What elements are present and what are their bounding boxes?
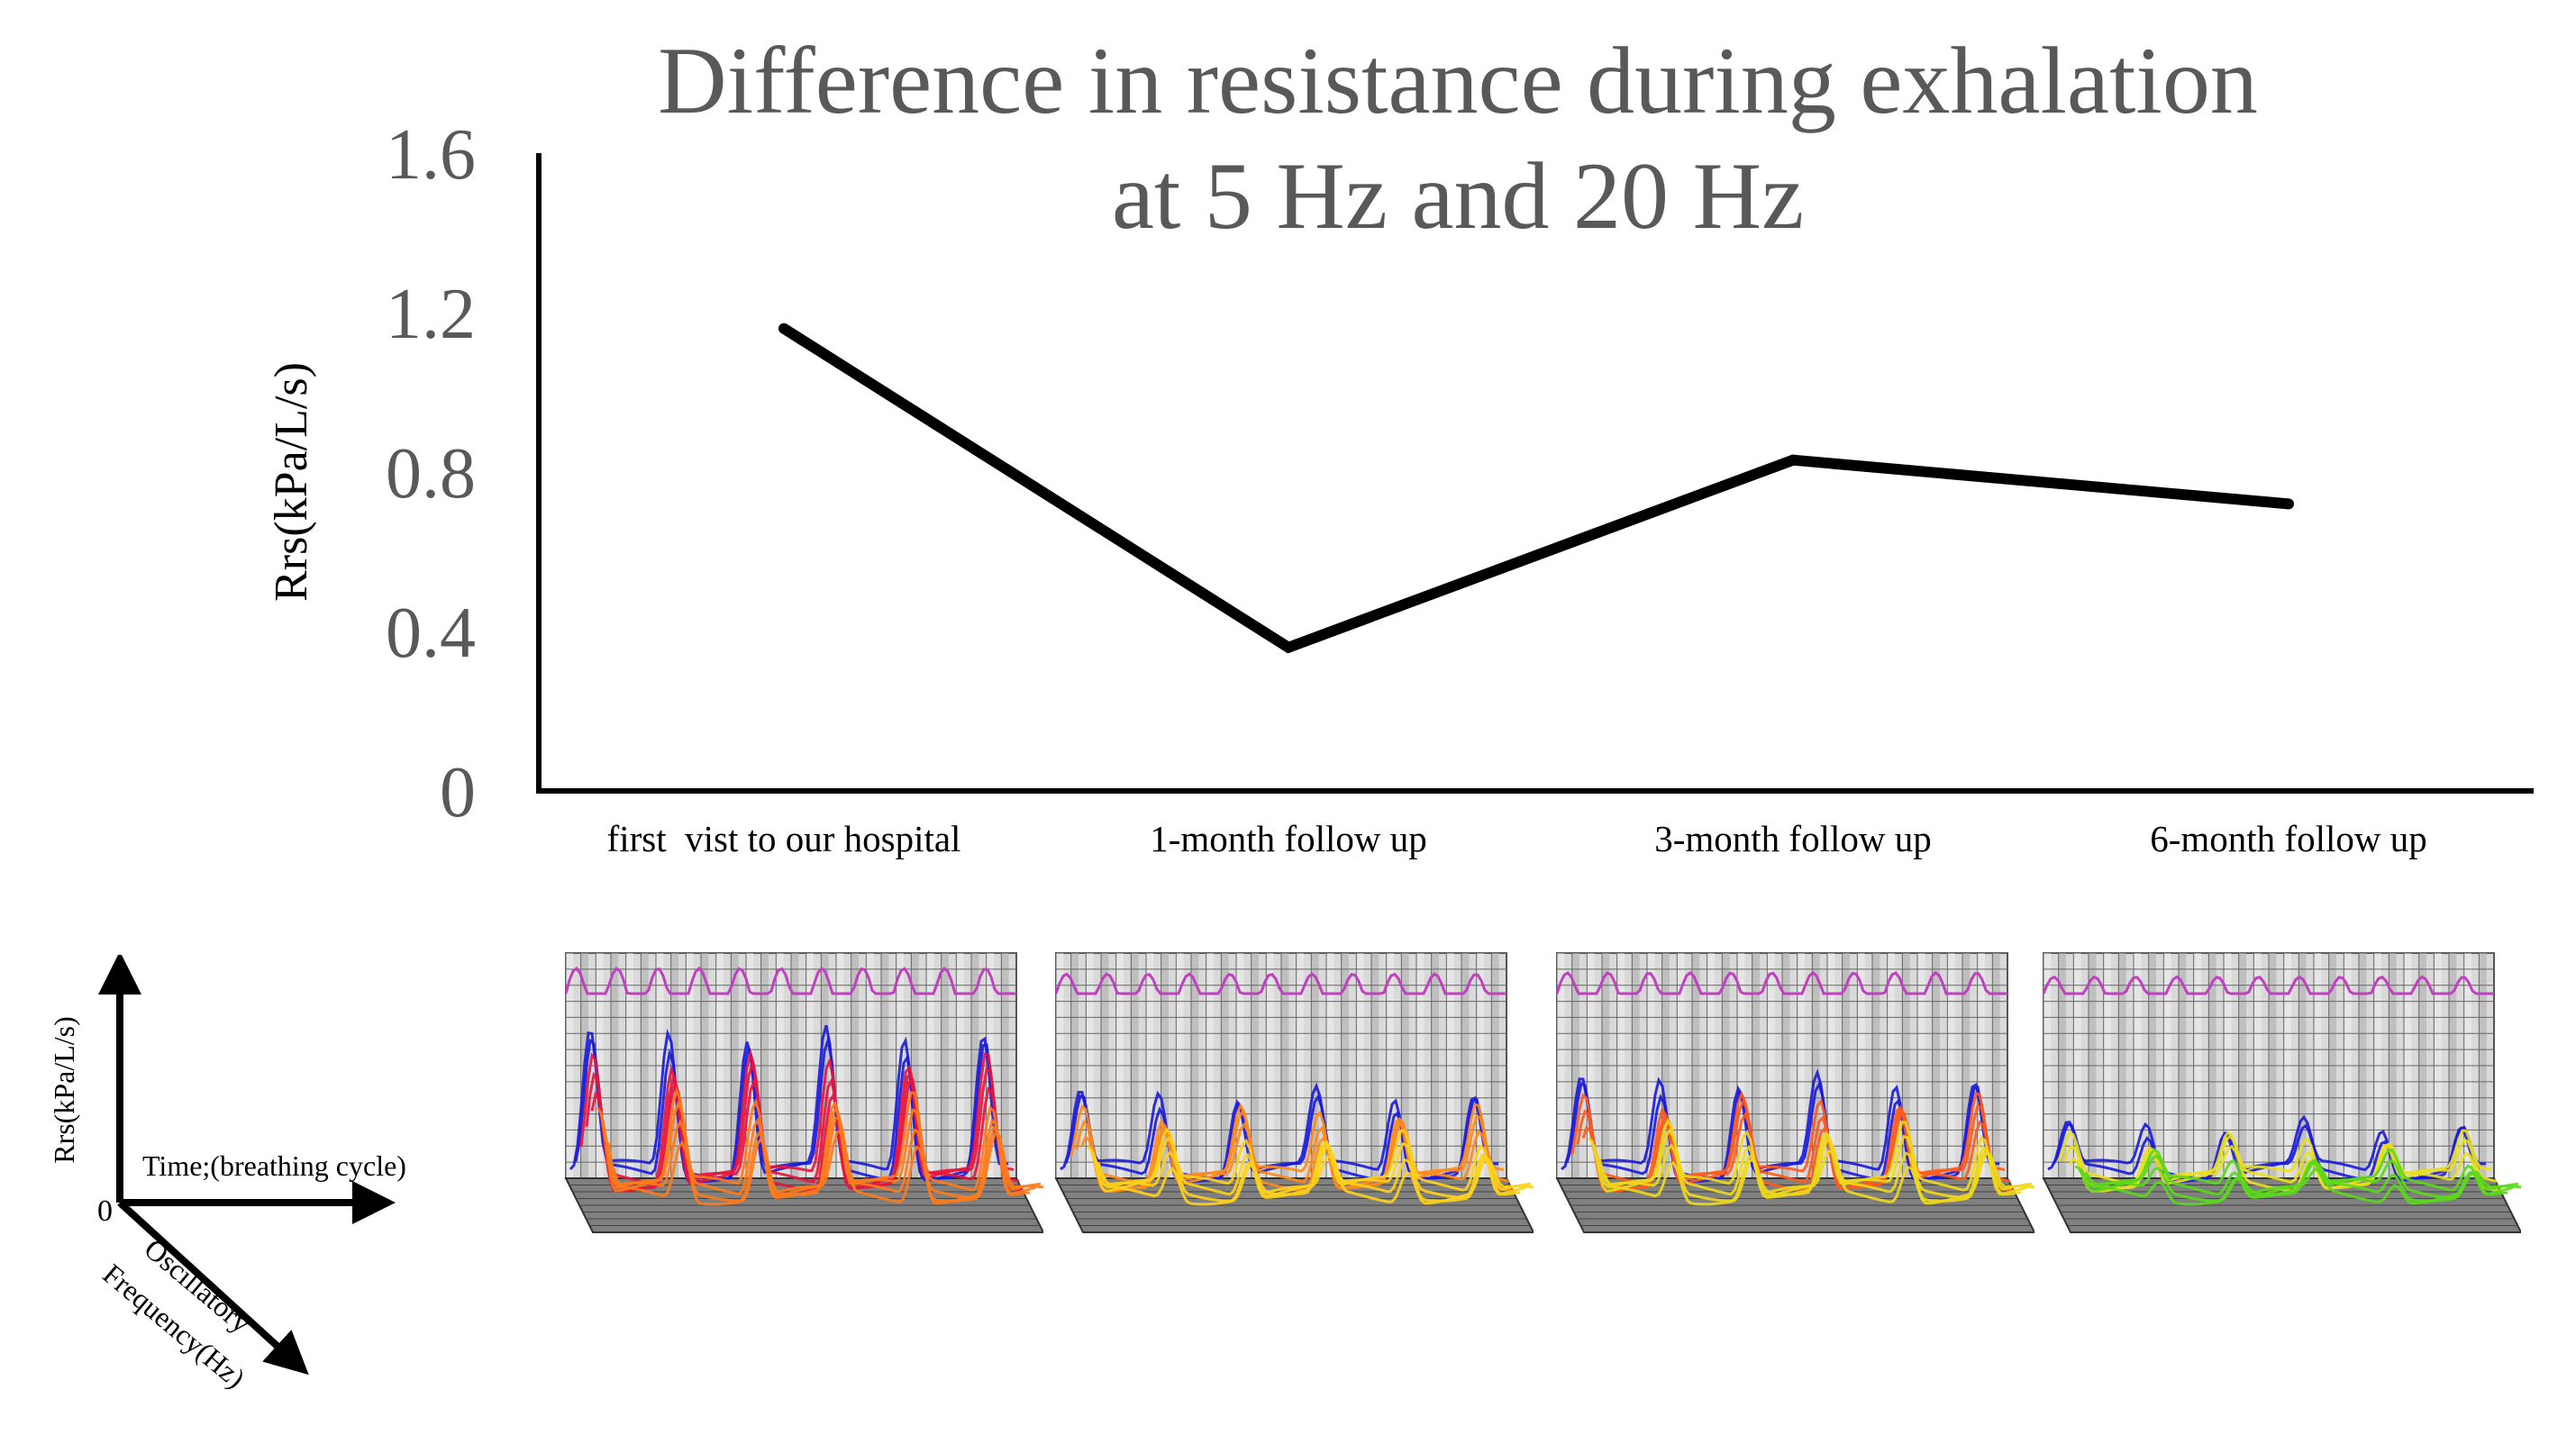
- x-tick-label: 6-month follow up: [2150, 818, 2426, 859]
- x-tick-label: 1-month follow up: [1150, 818, 1426, 859]
- chart-title-line-1: Difference in resistance during exhalati…: [658, 28, 2258, 133]
- y-tick-label: 1.6: [386, 115, 476, 195]
- chart-title-line-2: at 5 Hz and 20 Hz: [1112, 143, 1804, 249]
- y-axis-label: Rrs(kPa/L/s): [266, 362, 317, 602]
- line-chart: Difference in resistance during exhalati…: [266, 28, 2534, 859]
- key-z-arrow: [117, 1200, 309, 1376]
- y-tick-label: 0.8: [386, 434, 476, 513]
- waveform-panel-3-month: [1555, 952, 2034, 1233]
- data-point: [778, 322, 789, 334]
- data-point: [1788, 454, 1798, 466]
- data-point: [1283, 641, 1294, 653]
- x-tick-label: first vist to our hospital: [607, 818, 961, 859]
- y-tick-label: 1.2: [386, 275, 476, 354]
- y-tick-label: 0: [440, 753, 476, 832]
- waveform-panel-1-month: [1054, 952, 1534, 1233]
- axes-key-diagram: Rrs(kPa/L/s) Time;(breathing cycle) 0 Os…: [48, 955, 406, 1394]
- waveform-panel-6-month: [2042, 952, 2521, 1233]
- key-y-label: Rrs(kPa/L/s): [48, 1016, 80, 1164]
- y-tick-label: 0.4: [386, 594, 476, 673]
- key-x-label: Time;(breathing cycle): [142, 1149, 406, 1182]
- y-axis-ticks: 0 0.4 0.8 1.2 1.6: [386, 115, 476, 832]
- series-points: [778, 322, 2294, 653]
- waveform-panel-first-visit: [564, 952, 1043, 1233]
- data-point: [2283, 498, 2294, 510]
- series-line: [780, 323, 2289, 654]
- x-tick-label: 3-month follow up: [1654, 818, 1931, 859]
- x-axis-ticks: first vist to our hospital 1-month follow…: [607, 818, 2427, 859]
- key-origin-label: 0: [97, 1194, 113, 1228]
